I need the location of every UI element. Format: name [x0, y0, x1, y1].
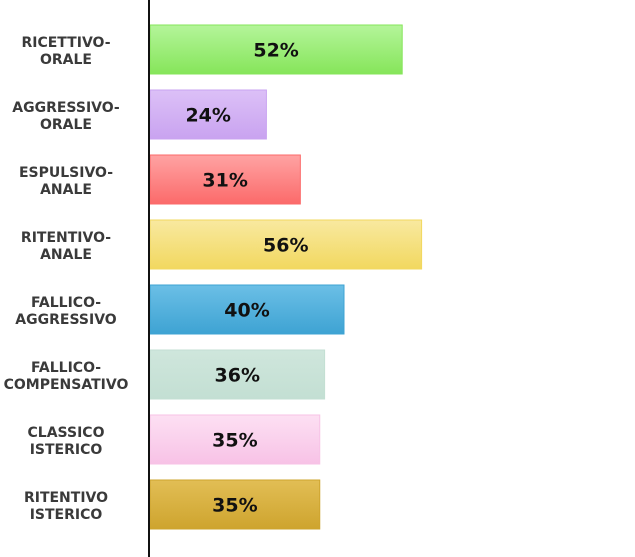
category-label-7-line-1: CLASSICO [28, 425, 105, 441]
category-label-4-line-2: ANALE [40, 247, 92, 263]
value-label-2: 24% [185, 105, 230, 127]
bar-7 [149, 414, 321, 465]
category-label-3: ESPULSIVO-ANALE [19, 165, 113, 198]
value-label-5: 40% [224, 300, 269, 322]
value-label-4: 56% [263, 235, 308, 257]
category-label-5-line-1: FALLICO- [31, 295, 101, 311]
value-label-7: 35% [212, 430, 257, 452]
category-label-7: CLASSICO ISTERICO [28, 425, 105, 458]
category-label-4: RITENTIVO-ANALE [21, 230, 111, 263]
bars-group [149, 24, 423, 530]
category-label-3-line-2: ANALE [40, 182, 92, 198]
category-label-2-line-1: AGGRESSIVO- [12, 100, 120, 116]
value-label-6: 36% [215, 365, 260, 387]
bar-4 [149, 219, 423, 270]
category-label-6-line-2: COMPENSATIVO [4, 377, 129, 393]
category-label-1-line-2: ORALE [40, 52, 92, 68]
value-labels: 52% 24% 31% 56% 40% 36% 35% 35% [185, 40, 308, 517]
category-label-6: FALLICO-COMPENSATIVO [4, 360, 129, 393]
bar-1 [149, 24, 403, 75]
category-label-4-line-1: RITENTIVO- [21, 230, 111, 246]
category-label-3-line-1: ESPULSIVO- [19, 165, 113, 181]
bar-6 [149, 349, 326, 400]
category-label-8: RITENTIVO ISTERICO [24, 490, 108, 523]
category-label-1-line-1: RICETTIVO- [21, 35, 110, 51]
value-label-1: 52% [253, 40, 298, 62]
value-label-3: 31% [202, 170, 247, 192]
category-label-8-line-2: ISTERICO [30, 507, 103, 523]
category-label-8-line-1: RITENTIVO [24, 490, 108, 506]
category-label-7-line-2: ISTERICO [30, 442, 103, 458]
category-label-1: RICETTIVO-ORALE [21, 35, 110, 68]
bar-5 [149, 284, 345, 335]
bar-3 [149, 154, 301, 205]
category-labels: RICETTIVO-ORALEAGGRESSIVO-ORALEESPULSIVO… [4, 35, 129, 523]
category-label-2-line-2: ORALE [40, 117, 92, 133]
category-label-2: AGGRESSIVO-ORALE [12, 100, 120, 133]
bar-2 [149, 89, 267, 140]
category-label-5-line-2: AGGRESSIVO [15, 312, 116, 328]
value-label-8: 35% [212, 495, 257, 517]
category-label-6-line-1: FALLICO- [31, 360, 101, 376]
category-label-5: FALLICO-AGGRESSIVO [15, 295, 116, 328]
